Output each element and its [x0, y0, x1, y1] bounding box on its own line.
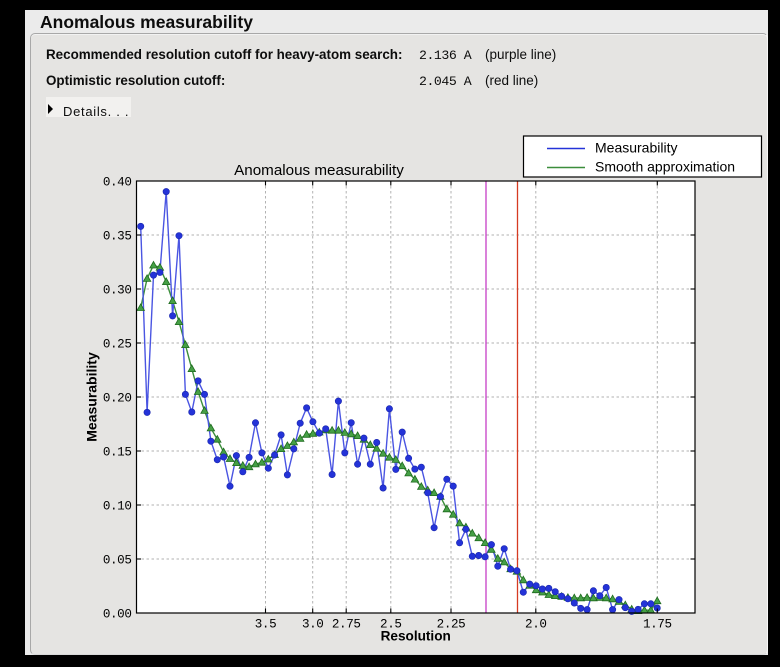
svg-text:0.10: 0.10 — [103, 500, 132, 514]
svg-text:0.05: 0.05 — [103, 554, 132, 568]
svg-text:0.25: 0.25 — [103, 338, 132, 352]
svg-text:3.0: 3.0 — [302, 618, 323, 632]
svg-text:0.30: 0.30 — [103, 284, 132, 298]
svg-text:2.75: 2.75 — [332, 618, 361, 632]
svg-text:2.25: 2.25 — [437, 618, 466, 632]
svg-text:0.40: 0.40 — [103, 176, 132, 190]
svg-text:0.35: 0.35 — [103, 230, 132, 244]
svg-text:Resolution: Resolution — [381, 628, 451, 643]
svg-text:2.5: 2.5 — [380, 618, 401, 632]
svg-text:Measurability: Measurability — [84, 352, 100, 442]
svg-text:0.00: 0.00 — [103, 608, 132, 622]
svg-text:2.0: 2.0 — [525, 618, 546, 632]
svg-text:Anomalous measurability: Anomalous measurability — [234, 162, 404, 179]
svg-text:Smooth approximation: Smooth approximation — [595, 159, 735, 175]
svg-text:3.5: 3.5 — [255, 618, 276, 632]
svg-text:1.75: 1.75 — [643, 618, 672, 632]
svg-text:Measurability: Measurability — [595, 140, 677, 156]
svg-text:0.15: 0.15 — [103, 446, 132, 460]
svg-text:0.20: 0.20 — [103, 392, 132, 406]
